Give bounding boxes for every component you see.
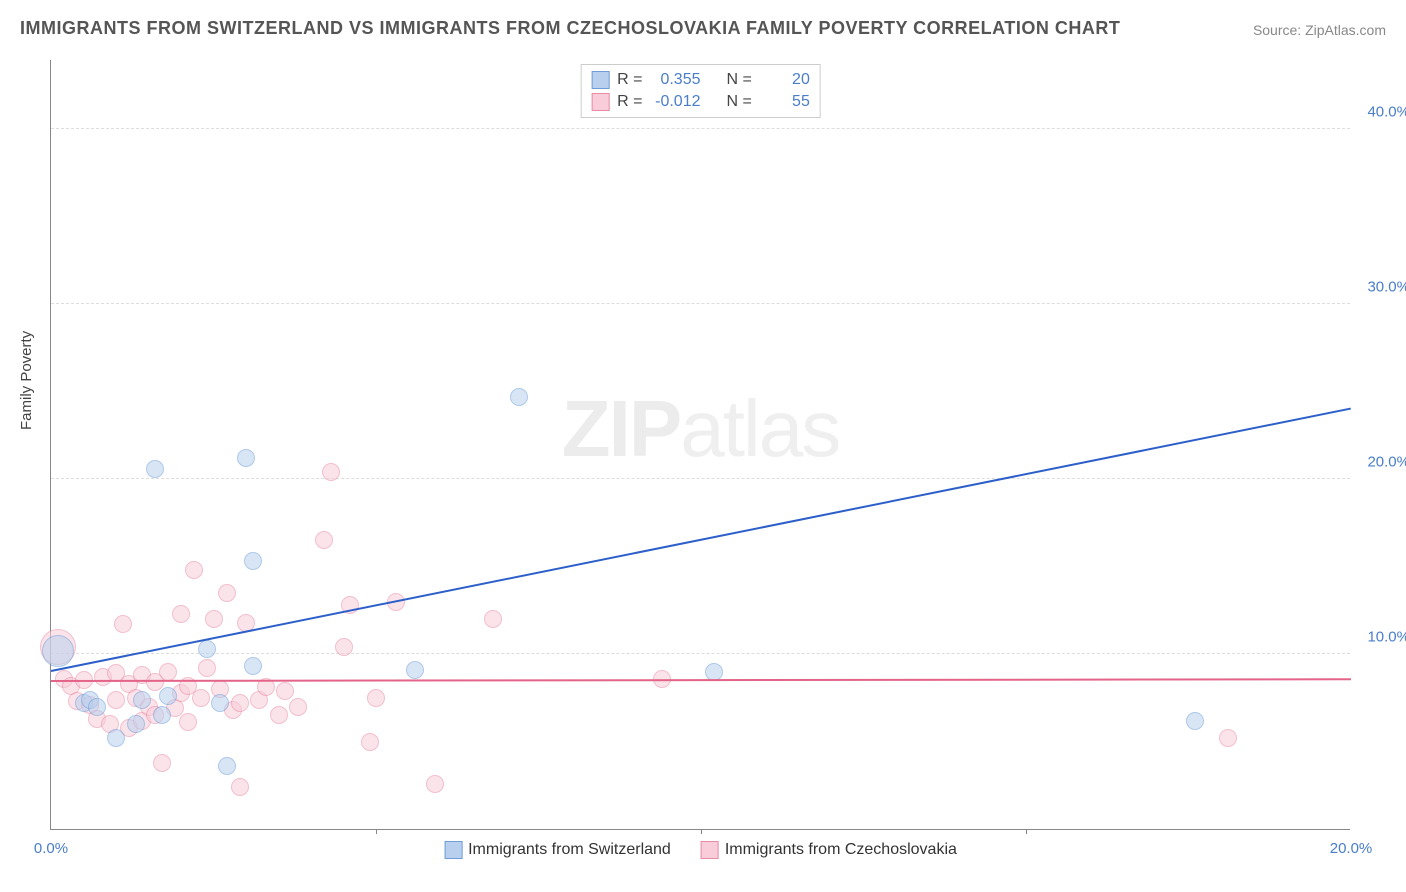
y-tick-label: 40.0% — [1367, 104, 1406, 121]
x-tick-mark — [701, 829, 702, 834]
data-point — [114, 615, 132, 633]
data-point — [1219, 729, 1237, 747]
data-point — [426, 775, 444, 793]
data-point — [244, 657, 262, 675]
x-tick-mark — [1026, 829, 1027, 834]
correlation-legend: R = 0.355 N = 20 R = -0.012 N = 55 — [580, 64, 821, 118]
data-point — [172, 605, 190, 623]
gridline — [51, 478, 1350, 479]
series-legend: Immigrants from Switzerland Immigrants f… — [444, 841, 957, 859]
data-point — [237, 449, 255, 467]
trend-line — [51, 678, 1351, 682]
gridline — [51, 303, 1350, 304]
legend-row-czechoslovakia: R = -0.012 N = 55 — [591, 91, 810, 113]
legend-item-switzerland: Immigrants from Switzerland — [444, 841, 671, 859]
data-point — [289, 698, 307, 716]
data-point — [322, 463, 340, 481]
data-point — [315, 531, 333, 549]
data-point — [88, 698, 106, 716]
x-tick-label: 0.0% — [34, 840, 68, 857]
x-tick-label: 20.0% — [1330, 840, 1373, 857]
watermark: ZIPatlas — [562, 383, 839, 475]
data-point — [270, 706, 288, 724]
data-point — [484, 610, 502, 628]
data-point — [367, 689, 385, 707]
data-point — [185, 561, 203, 579]
source-attribution: Source: ZipAtlas.com — [1253, 22, 1386, 38]
swatch-switzerland-icon — [444, 841, 462, 859]
data-point — [107, 729, 125, 747]
data-point — [133, 691, 151, 709]
data-point — [159, 663, 177, 681]
data-point — [361, 733, 379, 751]
data-point — [198, 640, 216, 658]
data-point — [231, 694, 249, 712]
data-point — [107, 691, 125, 709]
chart-title: IMMIGRANTS FROM SWITZERLAND VS IMMIGRANT… — [20, 18, 1120, 39]
y-axis-label: Family Poverty — [18, 331, 35, 430]
y-tick-label: 20.0% — [1367, 454, 1406, 471]
data-point — [205, 610, 223, 628]
data-point — [127, 715, 145, 733]
data-point — [198, 659, 216, 677]
data-point — [159, 687, 177, 705]
data-point — [179, 713, 197, 731]
data-point — [153, 754, 171, 772]
data-point — [42, 635, 74, 667]
swatch-czechoslovakia-icon — [701, 841, 719, 859]
y-tick-label: 30.0% — [1367, 279, 1406, 296]
data-point — [335, 638, 353, 656]
data-point — [1186, 712, 1204, 730]
y-tick-label: 10.0% — [1367, 629, 1406, 646]
swatch-switzerland — [591, 71, 609, 89]
data-point — [406, 661, 424, 679]
gridline — [51, 128, 1350, 129]
legend-row-switzerland: R = 0.355 N = 20 — [591, 69, 810, 91]
data-point — [153, 706, 171, 724]
data-point — [218, 757, 236, 775]
data-point — [192, 689, 210, 707]
chart-plot-area: ZIPatlas R = 0.355 N = 20 R = -0.012 N =… — [50, 60, 1350, 830]
data-point — [146, 460, 164, 478]
swatch-czechoslovakia — [591, 93, 609, 111]
gridline — [51, 653, 1350, 654]
data-point — [218, 584, 236, 602]
legend-item-czechoslovakia: Immigrants from Czechoslovakia — [701, 841, 957, 859]
data-point — [510, 388, 528, 406]
data-point — [276, 682, 294, 700]
data-point — [244, 552, 262, 570]
data-point — [231, 778, 249, 796]
data-point — [705, 663, 723, 681]
x-tick-mark — [376, 829, 377, 834]
data-point — [211, 694, 229, 712]
